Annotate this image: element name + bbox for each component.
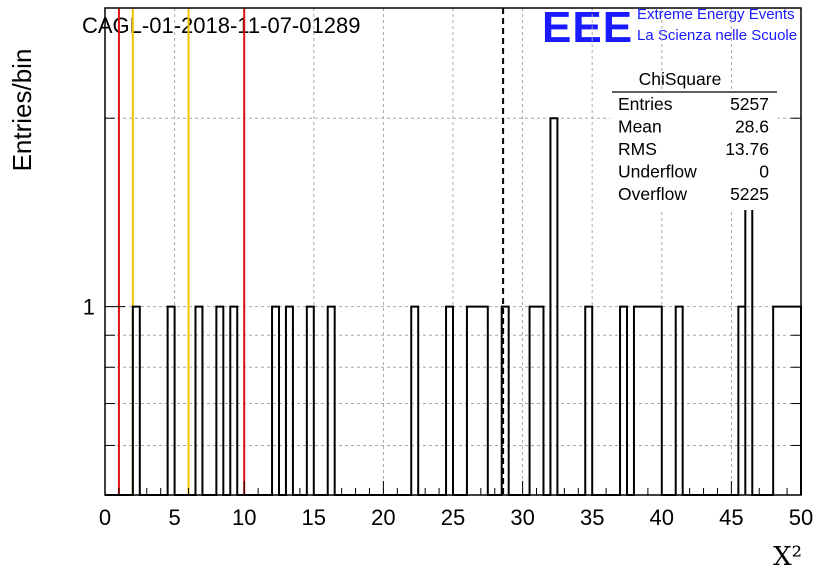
x-tick-label: 40 — [650, 505, 674, 530]
y-axis-label: Entries/bin — [7, 49, 37, 172]
stats-row-label: RMS — [618, 139, 657, 159]
stats-row-value: 13.76 — [725, 139, 769, 159]
marker-lines — [117, 8, 505, 495]
stats-title: ChiSquare — [639, 69, 722, 89]
stats-row-value: 0 — [759, 162, 769, 182]
x-tick-label: 45 — [719, 505, 743, 530]
stats-row-label: Overflow — [618, 184, 687, 204]
axis-ticks — [104, 117, 802, 495]
x-tick-label: 35 — [580, 505, 604, 530]
logo-line-2: La Scienza nelle Scuole — [637, 27, 797, 44]
stats-rows: Entries 5257 Mean 28.6 RMS 13.76 Underflow 0 Ove… — [618, 94, 769, 204]
x-tick-label: 50 — [789, 505, 813, 530]
stats-row-label: Underflow — [618, 162, 697, 182]
x-tick-label: 5 — [168, 505, 180, 530]
x-tick-label: 25 — [441, 505, 465, 530]
logo-mark: EEE — [542, 3, 633, 52]
stats-row-value: 5257 — [730, 94, 769, 114]
x-tick-label: 0 — [99, 505, 111, 530]
x-tick-label: 30 — [510, 505, 534, 530]
y-tick-label: 1 — [83, 295, 95, 320]
chart-title: CAGL-01-2018-11-07-01289 — [82, 13, 360, 38]
x-tick-label: 20 — [371, 505, 395, 530]
stats-row-value: 5225 — [730, 184, 769, 204]
stats-row-label: Entries — [618, 94, 673, 114]
stats-box: ChiSquare Entries 5257 Mean 28.6 RMS 13.76 Und… — [610, 69, 778, 210]
tick-labels: 0 5 10 15 20 25 30 35 40 45 50 1 — [83, 295, 813, 530]
x-tick-label: 15 — [302, 505, 326, 530]
x-tick-label: 10 — [232, 505, 256, 530]
x-axis-label: X² — [773, 542, 802, 572]
stats-row-value: 28.6 — [735, 117, 769, 137]
stats-box-bg — [610, 92, 778, 210]
eee-logo: EEE Extreme Energy Events La Scienza nel… — [542, 3, 797, 52]
stats-row-label: Mean — [618, 117, 662, 137]
logo-line-1: Extreme Energy Events — [637, 6, 795, 23]
